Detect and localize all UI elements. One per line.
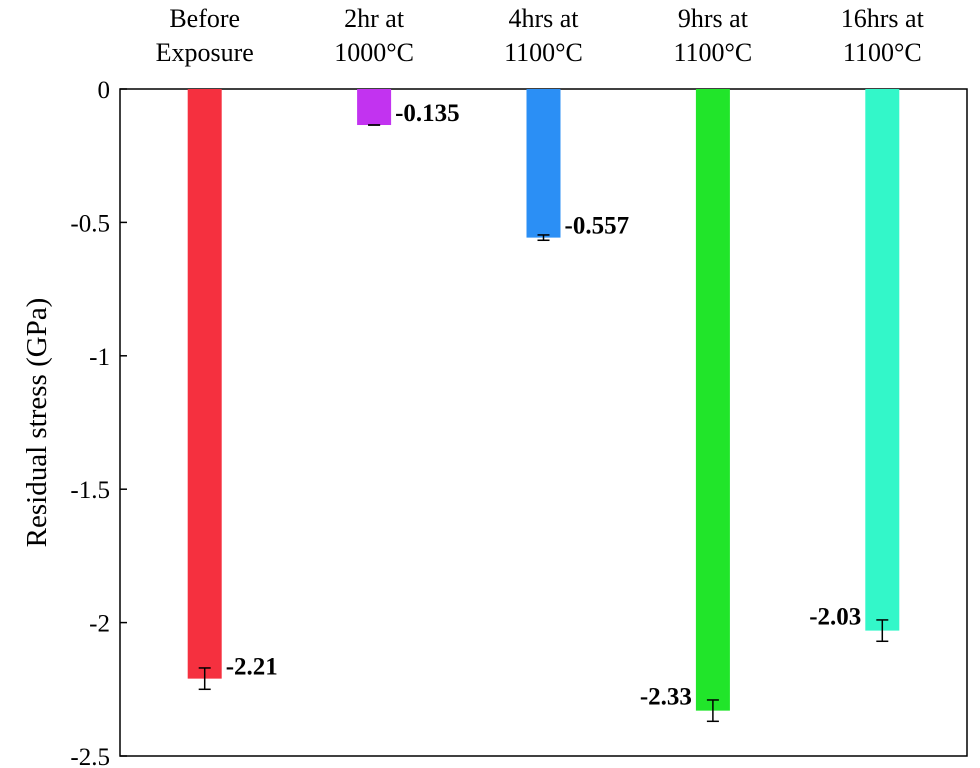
- bar: [526, 89, 561, 238]
- bar: [695, 89, 730, 711]
- y-ticks-group: 0 -0.5 -1 -1.5 -2 -2.5: [70, 77, 127, 768]
- data-label: -0.557: [565, 213, 630, 240]
- category-label: 1100°C: [843, 38, 922, 67]
- data-label: -2.33: [640, 684, 692, 711]
- category-labels-group: Before Exposure 2hr at 1000°C 4hrs at 1100°C 9…: [156, 4, 925, 67]
- y-axis-label: Residual stress (GPa): [21, 298, 53, 548]
- category-label: 9hrs at: [678, 4, 749, 33]
- category-label: 4hrs at: [508, 4, 579, 33]
- data-labels-group: -2.21 -0.135 -0.557 -2.33 -2.03: [226, 100, 862, 711]
- y-tick-label: -2.5: [70, 744, 110, 768]
- category-label: 1000°C: [334, 38, 414, 67]
- data-label: -0.135: [395, 100, 460, 127]
- category-label: Before: [169, 4, 240, 33]
- y-tick-label: -0.5: [70, 210, 110, 237]
- y-tick-label: 0: [98, 77, 111, 104]
- bar: [357, 89, 392, 126]
- category-label: Exposure: [156, 38, 254, 67]
- category-label: 16hrs at: [841, 4, 925, 33]
- data-label: -2.03: [809, 604, 861, 631]
- category-label: 1100°C: [674, 38, 753, 67]
- error-bars-group: [198, 124, 889, 723]
- bar: [865, 89, 900, 631]
- bar: [187, 89, 222, 679]
- y-tick-label: -2: [89, 611, 110, 638]
- bars-group: [187, 89, 900, 711]
- category-label: 1100°C: [504, 38, 583, 67]
- data-label: -2.21: [226, 654, 278, 681]
- category-label: 2hr at: [344, 4, 405, 33]
- y-tick-label: -1.5: [70, 477, 110, 504]
- y-tick-label: -1: [89, 344, 110, 371]
